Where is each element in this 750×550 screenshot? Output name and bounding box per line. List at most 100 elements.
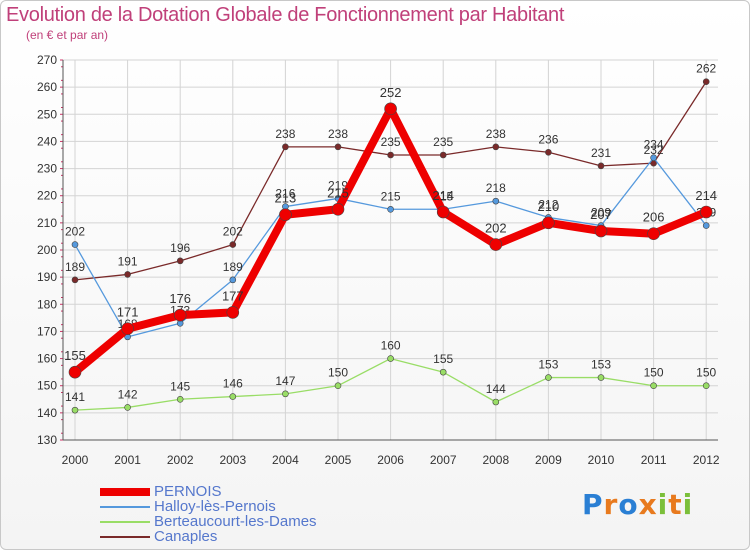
x-tick-label: 2003 bbox=[219, 453, 246, 467]
data-point-canaples bbox=[545, 148, 552, 156]
data-point-pernois bbox=[647, 227, 660, 241]
data-label-pernois: 214 bbox=[432, 188, 454, 203]
logo-letter: t bbox=[668, 488, 683, 521]
data-label-canaples: 232 bbox=[644, 143, 664, 157]
data-label-canaples: 262 bbox=[696, 62, 716, 76]
data-label-pernois: 206 bbox=[643, 210, 665, 225]
x-tick-label: 2007 bbox=[430, 453, 457, 467]
y-tick-label: 160 bbox=[37, 352, 57, 366]
x-tick-label: 2002 bbox=[167, 453, 194, 467]
data-point-canaples bbox=[176, 257, 184, 265]
y-tick-label: 270 bbox=[37, 53, 57, 67]
data-label-halloy-l-s-pernois: 216 bbox=[275, 187, 295, 201]
legend-swatch-pernois bbox=[100, 488, 150, 496]
data-label-canaples: 235 bbox=[381, 135, 401, 149]
data-point-pernois bbox=[384, 102, 397, 116]
data-label-berteaucourt-les-dames: 153 bbox=[591, 358, 611, 372]
x-tick-label: 2010 bbox=[588, 453, 615, 467]
data-point-pernois bbox=[68, 365, 82, 379]
data-point-berteaucourt-les-dames bbox=[176, 395, 184, 403]
data-label-halloy-l-s-pernois: 212 bbox=[538, 197, 558, 211]
x-tick-label: 2009 bbox=[535, 453, 562, 467]
legend-item-halloy: Halloy-lès-Pernois bbox=[100, 498, 400, 515]
logo-letter: P bbox=[582, 488, 604, 521]
y-tick-label: 170 bbox=[37, 324, 57, 338]
data-point-berteaucourt-les-dames bbox=[597, 374, 605, 381]
x-tick-label: 2011 bbox=[641, 453, 667, 467]
data-point-halloy-l-s-pernois bbox=[387, 205, 394, 213]
data-point-pernois bbox=[594, 224, 608, 238]
data-label-canaples: 196 bbox=[170, 241, 190, 255]
data-point-pernois bbox=[699, 205, 713, 219]
legend-item-pernois: PERNOIS bbox=[100, 483, 400, 500]
data-label-berteaucourt-les-dames: 141 bbox=[65, 390, 85, 404]
proxiti-logo: Proxiti bbox=[582, 488, 693, 521]
logo-letter: r bbox=[603, 488, 619, 521]
data-point-halloy-l-s-pernois bbox=[650, 154, 657, 162]
data-label-halloy-l-s-pernois: 234 bbox=[644, 138, 664, 152]
data-point-canaples bbox=[439, 151, 447, 159]
legend-label: Berteaucourt-les-Dames bbox=[154, 513, 317, 530]
data-label-canaples: 191 bbox=[118, 254, 138, 268]
data-label-halloy-l-s-pernois: 218 bbox=[486, 181, 506, 195]
y-tick-label: 130 bbox=[37, 433, 57, 447]
data-label-pernois: 155 bbox=[64, 348, 86, 363]
data-point-berteaucourt-les-dames bbox=[71, 406, 79, 414]
data-label-canaples: 231 bbox=[591, 146, 611, 160]
y-tick-label: 220 bbox=[37, 189, 57, 203]
data-point-berteaucourt-les-dames bbox=[282, 390, 289, 398]
data-label-halloy-l-s-pernois: 202 bbox=[65, 225, 85, 239]
data-label-berteaucourt-les-dames: 147 bbox=[275, 374, 295, 388]
data-point-pernois bbox=[279, 208, 292, 222]
data-point-halloy-l-s-pernois bbox=[71, 241, 79, 248]
data-label-berteaucourt-les-dames: 153 bbox=[538, 358, 558, 372]
y-tick-label: 190 bbox=[37, 270, 57, 284]
y-tick-label: 140 bbox=[37, 406, 57, 420]
data-label-canaples: 235 bbox=[433, 135, 453, 149]
data-point-berteaucourt-les-dames bbox=[702, 382, 710, 390]
data-point-pernois bbox=[121, 322, 134, 336]
data-label-canaples: 238 bbox=[486, 127, 506, 141]
logo-letter: i bbox=[682, 488, 694, 521]
data-label-halloy-l-s-pernois: 219 bbox=[328, 178, 348, 192]
data-label-canaples: 202 bbox=[223, 225, 243, 239]
y-tick-label: 230 bbox=[37, 162, 57, 176]
data-point-canaples bbox=[124, 271, 131, 278]
x-tick-label: 2001 bbox=[114, 453, 141, 467]
legend-swatch-canaples bbox=[100, 536, 150, 538]
x-tick-label: 2000 bbox=[62, 453, 89, 467]
x-tick-label: 2005 bbox=[325, 453, 352, 467]
data-label-pernois: 202 bbox=[485, 221, 507, 236]
data-point-berteaucourt-les-dames bbox=[492, 398, 500, 406]
data-point-canaples bbox=[597, 162, 605, 170]
legend-item-canaples: Canaples bbox=[100, 528, 400, 545]
data-point-pernois bbox=[489, 238, 503, 251]
data-label-halloy-l-s-pernois: 215 bbox=[381, 189, 401, 203]
data-point-pernois bbox=[542, 216, 555, 230]
data-point-halloy-l-s-pernois bbox=[702, 222, 710, 229]
logo-letter: o bbox=[618, 488, 639, 521]
x-tick-label: 2006 bbox=[377, 453, 404, 467]
data-point-pernois bbox=[173, 308, 187, 322]
data-point-canaples bbox=[282, 143, 289, 151]
data-label-pernois: 171 bbox=[117, 305, 139, 320]
data-point-canaples bbox=[702, 78, 710, 86]
data-point-halloy-l-s-pernois bbox=[229, 276, 237, 284]
data-label-pernois: 215 bbox=[327, 185, 349, 200]
data-point-berteaucourt-les-dames bbox=[124, 404, 131, 411]
data-label-pernois: 252 bbox=[380, 85, 402, 100]
legend-label: Canaples bbox=[154, 528, 218, 545]
data-point-berteaucourt-les-dames bbox=[229, 393, 237, 400]
data-label-berteaucourt-les-dames: 146 bbox=[223, 377, 243, 391]
legend-swatch-berteaucourt bbox=[100, 521, 150, 523]
logo-letter: x bbox=[638, 488, 658, 521]
data-label-pernois: 214 bbox=[695, 188, 717, 203]
data-point-berteaucourt-les-dames bbox=[387, 355, 394, 362]
data-label-berteaucourt-les-dames: 155 bbox=[433, 352, 453, 366]
y-tick-label: 250 bbox=[37, 107, 57, 121]
data-label-berteaucourt-les-dames: 150 bbox=[328, 366, 348, 380]
data-label-canaples: 238 bbox=[328, 127, 348, 141]
logo-letter: i bbox=[657, 488, 669, 521]
y-tick-label: 180 bbox=[37, 297, 57, 311]
